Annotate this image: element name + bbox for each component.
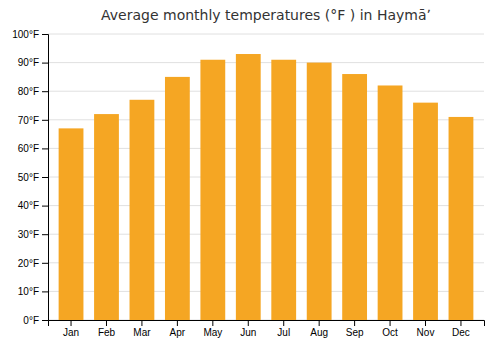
tick-mark	[42, 291, 48, 292]
tick-mark	[42, 206, 48, 207]
axis-line	[49, 321, 485, 327]
tick-label: 50°F	[18, 172, 39, 183]
tick-label: 90°F	[18, 57, 39, 68]
tick-label: Mar	[133, 327, 151, 338]
tick: 50°F	[18, 172, 48, 183]
bars	[59, 54, 474, 320]
bar	[378, 85, 403, 320]
bar	[271, 60, 296, 320]
grid-line	[48, 34, 484, 35]
tick-label: Jun	[240, 327, 256, 338]
tick-label: Aug	[310, 327, 328, 338]
tick-mark	[177, 320, 178, 326]
tick-label: Jan	[63, 327, 79, 338]
tick: 30°F	[18, 229, 48, 240]
tick-mark	[425, 320, 426, 326]
plot: 0°F 10°F 20°F 30°F 40°F 50°F 60°F 70°F 80°F 90°F 1…	[12, 29, 484, 338]
tick-label: May	[203, 327, 222, 338]
tick-label: Dec	[452, 327, 470, 338]
bar	[165, 77, 190, 320]
chart: 0°F 10°F 20°F 30°F 40°F 50°F 60°F 70°F 80°F 90°F 1…	[0, 0, 500, 350]
tick: Jun	[240, 320, 256, 338]
grid-line	[48, 62, 484, 63]
tick: 40°F	[18, 200, 48, 211]
tick: 80°F	[18, 86, 48, 97]
tick-label: Apr	[170, 327, 186, 338]
tick: Feb	[98, 320, 116, 338]
tick-label: 30°F	[18, 229, 39, 240]
tick: Dec	[452, 320, 470, 338]
tick-mark	[141, 320, 142, 326]
tick-label: Nov	[417, 327, 435, 338]
tick-label: 0°F	[23, 315, 39, 326]
tick: 100°F	[12, 29, 48, 40]
tick-mark	[71, 320, 72, 326]
tick-mark	[283, 320, 284, 326]
tick: May	[203, 320, 222, 338]
bar	[130, 100, 155, 320]
tick: 10°F	[18, 286, 48, 297]
tick-mark	[319, 320, 320, 326]
tick-label: 20°F	[18, 258, 39, 269]
tick-mark	[354, 320, 355, 326]
tick-mark	[106, 320, 107, 326]
tick-label: 60°F	[18, 143, 39, 154]
tick: 70°F	[18, 115, 48, 126]
tick-label: 40°F	[18, 200, 39, 211]
tick: 90°F	[18, 57, 48, 68]
tick-label: 10°F	[18, 286, 39, 297]
grid	[48, 34, 484, 320]
tick-label: Feb	[98, 327, 116, 338]
tick-mark	[42, 263, 48, 264]
tick-label: 100°F	[12, 29, 39, 40]
x-axis: Jan Feb Mar Apr May Jun Jul Aug Sep Oct Nov Dec	[49, 320, 485, 338]
tick: Apr	[170, 320, 186, 338]
grid-line	[48, 91, 484, 92]
tick: Jul	[277, 320, 290, 338]
tick-mark	[42, 120, 48, 121]
tick-mark	[390, 320, 391, 326]
bar	[94, 114, 119, 320]
tick-label: 80°F	[18, 86, 39, 97]
tick-mark	[42, 34, 48, 35]
tick: Sep	[346, 320, 364, 338]
tick-mark	[248, 320, 249, 326]
tick-mark	[42, 320, 48, 321]
title: Average monthly temperatures (°F ) in Ha…	[101, 7, 431, 23]
bar	[413, 103, 438, 320]
tick-mark	[460, 320, 461, 326]
tick-mark	[42, 234, 48, 235]
tick-mark	[212, 320, 213, 326]
y-axis: 0°F 10°F 20°F 30°F 40°F 50°F 60°F 70°F 80°F 90°F 1…	[12, 29, 48, 326]
tick: Nov	[417, 320, 435, 338]
tick-label: Oct	[382, 327, 398, 338]
tick: 20°F	[18, 258, 48, 269]
tick-label: Jul	[277, 327, 290, 338]
bar	[307, 63, 332, 320]
bar	[200, 60, 225, 320]
tick-label: Sep	[346, 327, 364, 338]
tick: Mar	[133, 320, 151, 338]
bar	[59, 128, 84, 320]
axis-line	[42, 35, 49, 321]
tick: Jan	[63, 320, 79, 338]
tick-mark	[42, 148, 48, 149]
tick-mark	[42, 91, 48, 92]
bar	[449, 117, 474, 320]
tick: Oct	[382, 320, 398, 338]
tick-mark	[42, 63, 48, 64]
bar	[342, 74, 367, 320]
tick: Aug	[310, 320, 328, 338]
tick-mark	[42, 177, 48, 178]
bar	[236, 54, 261, 320]
tick: 0°F	[23, 315, 48, 326]
tick-label: 70°F	[18, 115, 39, 126]
tick: 60°F	[18, 143, 48, 154]
